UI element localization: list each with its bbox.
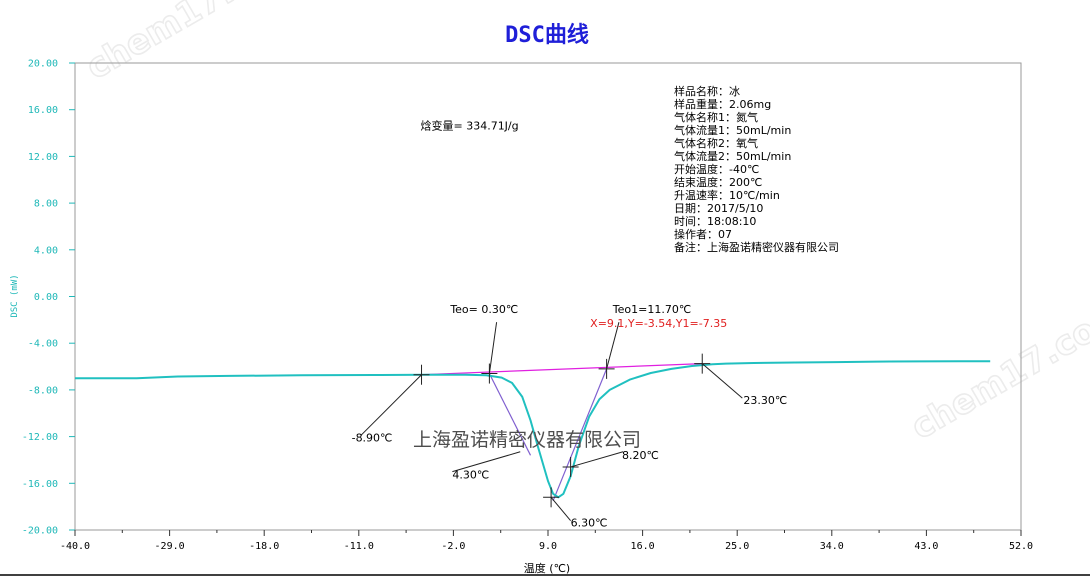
x-tick-label: -11.0 <box>344 541 374 552</box>
annotation-text: X=9.1,Y=-3.54,Y1=-7.35 <box>590 317 727 330</box>
leader-line <box>606 322 620 370</box>
sample-info-line: 气体名称2：氧气 <box>674 136 758 150</box>
y-tick-label: -12.00 <box>22 432 58 443</box>
y-tick-label: 20.00 <box>28 59 58 70</box>
sample-info-line: 日期：2017/5/10 <box>674 202 763 215</box>
sample-info-line: 操作者：07 <box>674 227 732 241</box>
leader-line <box>550 496 572 521</box>
y-tick-label: -16.00 <box>22 479 58 490</box>
diagonal-watermark: chem17.com <box>80 0 310 88</box>
x-tick-label: -29.0 <box>155 541 185 552</box>
onset-tangent-line <box>552 368 608 502</box>
annotations-layer: Teo= 0.30℃ Teo1=11.70℃X=9.1,Y=-3.54,Y1=-7… <box>352 119 788 530</box>
sample-info-line: 气体流量2：50mL/min <box>674 149 791 163</box>
series-layer <box>75 353 991 508</box>
annotation-text: 8.20℃ <box>622 449 659 462</box>
baseline-line <box>421 363 703 376</box>
x-tick-label: 9.0 <box>539 541 557 552</box>
x-tick-label: 34.0 <box>820 541 844 552</box>
leader-line <box>701 363 743 399</box>
sample-info-line: 开始温度：-40℃ <box>674 162 759 176</box>
x-axis-label: 温度 (℃) <box>524 561 570 575</box>
sample-info-panel: 样品名称：冰样品重量：2.06mg气体名称1：氮气气体流量1：50mL/min气… <box>674 84 839 254</box>
diagonal-watermark: chem17.com <box>905 292 1090 448</box>
x-tick-label: 25.0 <box>725 541 749 552</box>
leader-line <box>360 374 422 436</box>
y-tick-label: 12.00 <box>28 152 58 163</box>
y-axis-label: DSC (mW) <box>10 274 20 317</box>
sample-info-line: 样品名称：冰 <box>674 84 740 98</box>
sample-info-line: 气体名称1：氮气 <box>674 110 758 124</box>
sample-info-line: 备注：上海盈诺精密仪器有限公司 <box>674 240 839 254</box>
sample-info-line: 气体流量1：50mL/min <box>674 123 791 137</box>
annotation-text: Teo= 0.30℃ <box>449 303 518 316</box>
plot-frame <box>74 62 1022 531</box>
y-tick-label: -20.00 <box>22 526 58 537</box>
y-tick-label: -8.00 <box>28 385 58 396</box>
y-tick-label: -4.00 <box>28 339 58 350</box>
x-tick-label: 52.0 <box>1009 541 1033 552</box>
x-tick-label: -18.0 <box>249 541 279 552</box>
x-tick-label: -2.0 <box>441 541 465 552</box>
x-tick-label: 16.0 <box>631 541 655 552</box>
y-tick-label: 8.00 <box>34 199 58 210</box>
y-tick-label: 16.00 <box>28 105 58 116</box>
leader-line <box>570 451 624 468</box>
y-tick-label: 0.00 <box>34 292 58 303</box>
annotation-text: 23.30℃ <box>743 394 787 407</box>
y-axis-ticks: 20.00 16.00 12.00 8.00 4.00 0.00 -4.00 -8.00 -12… <box>22 59 75 537</box>
annotation-text: 焓变量= 334.71J/g <box>420 119 518 133</box>
center-watermark: 上海盈诺精密仪器有限公司 <box>413 429 641 451</box>
x-tick-label: 43.0 <box>914 541 938 552</box>
annotation-text: 6.30℃ <box>571 516 608 529</box>
annotation-text: Teo1=11.70℃ <box>612 303 691 316</box>
sample-info-line: 时间：18:08:10 <box>674 215 756 228</box>
annotation-text: -8.90℃ <box>352 431 393 444</box>
sample-info-line: 样品重量：2.06mg <box>674 97 771 111</box>
annotation-text: 4.30℃ <box>452 469 489 482</box>
diagonal-watermarks: chem17.com chem17.com <box>79 0 1090 449</box>
leader-line <box>488 322 498 374</box>
x-axis-ticks: -40.0 -29.0 -18.0 -11.0 -2.0 9.0 16.0 25.0 34.0 4… <box>60 530 1033 552</box>
y-tick-label: 4.00 <box>34 245 58 256</box>
onset-tangent-line <box>488 373 532 456</box>
chart-title: DSC曲线 <box>505 22 589 48</box>
sample-info-line: 结束温度：200℃ <box>674 175 762 189</box>
leader-line <box>452 451 521 473</box>
x-tick-label: -40.0 <box>60 541 90 552</box>
sample-info-line: 升温速率：10℃/min <box>674 188 780 202</box>
